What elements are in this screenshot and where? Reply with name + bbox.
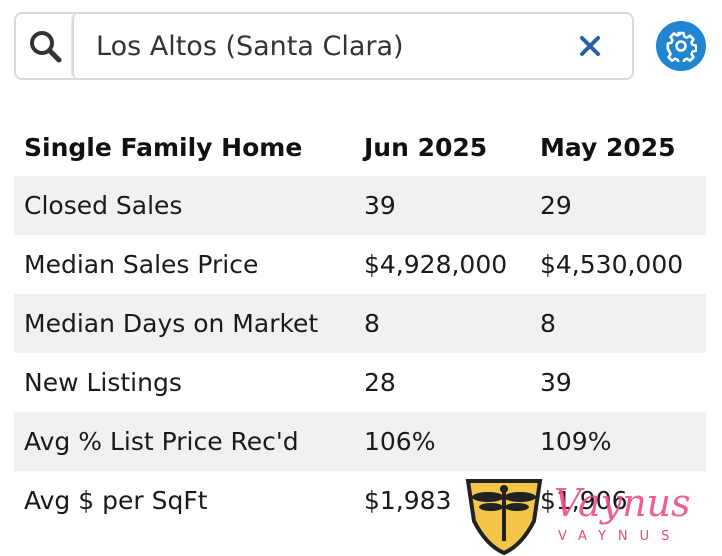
- table-row: Median Sales Price $4,928,000 $4,530,000: [14, 235, 706, 294]
- metric-value-previous: $4,530,000: [540, 250, 684, 279]
- search-divider: [72, 12, 88, 80]
- metric-label: Median Days on Market: [14, 294, 354, 353]
- metric-value-current: 39: [354, 176, 530, 235]
- metric-label: Median Sales Price: [24, 250, 259, 279]
- market-stats-table: Single Family Home Jun 2025 May 2025 Clo…: [14, 118, 706, 530]
- search-input[interactable]: [96, 14, 566, 78]
- metric-value-current: 28: [364, 368, 396, 397]
- table-row: Median Days on Market 8 8: [14, 294, 706, 353]
- metric-label: Closed Sales: [14, 176, 354, 235]
- watermark-sub-text: VAYNUS: [558, 529, 682, 544]
- metric-value-current: 8: [354, 294, 530, 353]
- column-header-current-month: Jun 2025: [364, 132, 488, 162]
- metric-value-current: $4,928,000: [364, 250, 508, 279]
- table-row: Avg % List Price Rec'd 106% 109%: [14, 412, 706, 471]
- search-icon[interactable]: [16, 14, 74, 78]
- metric-label: New Listings: [24, 368, 182, 397]
- metric-value-previous: 8: [530, 294, 706, 353]
- close-icon[interactable]: [574, 30, 606, 62]
- metric-value-previous: 39: [540, 368, 572, 397]
- search-bar: [14, 12, 634, 80]
- column-header-previous-month: May 2025: [540, 132, 676, 162]
- table-row: New Listings 28 39: [14, 353, 706, 412]
- settings-button[interactable]: [656, 21, 706, 71]
- metric-label: Avg % List Price Rec'd: [14, 412, 354, 471]
- column-header-property-type: Single Family Home: [24, 132, 303, 162]
- table-row: Closed Sales 39 29: [14, 176, 706, 235]
- table-header-row: Single Family Home Jun 2025 May 2025: [14, 118, 706, 176]
- metric-value-current: 106%: [354, 412, 530, 471]
- metric-value-previous: 109%: [530, 412, 706, 471]
- table-row: Avg $ per SqFt $1,983 $1,906: [14, 471, 706, 530]
- metric-value-previous: $1,906: [540, 486, 628, 515]
- metric-value-previous: 29: [530, 176, 706, 235]
- metric-value-current: $1,983: [364, 486, 452, 515]
- metric-label: Avg $ per SqFt: [24, 486, 208, 515]
- gear-icon: [666, 31, 697, 62]
